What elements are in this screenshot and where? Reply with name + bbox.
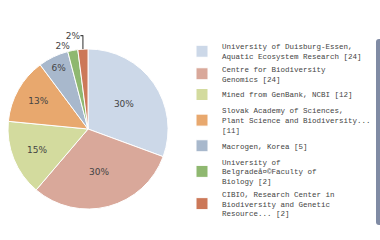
svg-text:Slovak Academy of Sciences,Pla: Slovak Academy of Sciences,Plant Science… xyxy=(222,107,371,135)
svg-text:Mined from GenBank, NCBI [12]: Mined from GenBank, NCBI [12] xyxy=(222,91,353,99)
svg-text:Centre for BiodiversityGenomic: Centre for BiodiversityGenomics [24] xyxy=(222,66,326,84)
svg-text:30%: 30% xyxy=(114,99,134,109)
svg-text:2%: 2% xyxy=(66,31,81,41)
svg-text:University of Duisburg-Essen,A: University of Duisburg-Essen,Aquatic Eco… xyxy=(222,43,362,61)
svg-text:15%: 15% xyxy=(27,145,47,155)
svg-text:30%: 30% xyxy=(89,167,109,177)
svg-text:2%: 2% xyxy=(56,41,71,51)
svg-text:Macrogen, Korea [5]: Macrogen, Korea [5] xyxy=(222,143,308,151)
svg-text:University ofBelgradeå¤©Facult: University ofBelgradeå¤©Faculty ofBiolog… xyxy=(222,159,317,187)
svg-text:CIBIO, Research Center inBiodi: CIBIO, Research Center inBiodiversity an… xyxy=(222,191,335,219)
svg-text:13%: 13% xyxy=(28,96,48,106)
svg-text:6%: 6% xyxy=(52,63,67,73)
